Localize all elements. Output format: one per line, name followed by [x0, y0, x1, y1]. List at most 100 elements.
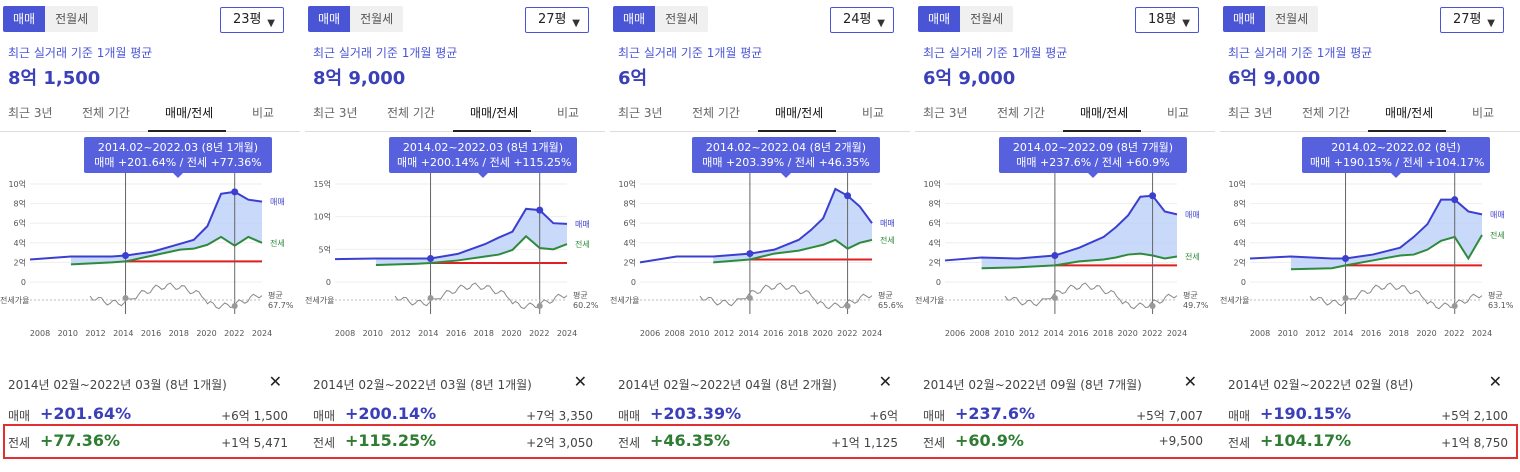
selected-range: 2014년 02월~2022년 04월 (8년 2개월)	[618, 378, 837, 392]
sale-jeonse-gap-area	[1290, 199, 1482, 270]
tab-compare[interactable]: 비교	[252, 106, 275, 120]
tab-all-period[interactable]: 전체 기간	[387, 106, 435, 120]
size-value: 27평	[538, 12, 567, 27]
tab-all-period[interactable]: 전체 기간	[1302, 106, 1350, 120]
tab-sale-jeonse[interactable]: 매매/전세	[775, 106, 824, 120]
jeonse-label: 전세	[618, 436, 641, 450]
ratio-marker-point	[231, 303, 238, 309]
average-price: 8억 1,500	[8, 68, 101, 89]
x-tick-label: 2016	[763, 329, 783, 338]
ratio-avg-label: 평균	[1183, 290, 1198, 300]
close-icon[interactable]: ✕	[1183, 372, 1197, 391]
tab-compare[interactable]: 비교	[557, 106, 580, 120]
trade-type-toggle: 매매 전월세	[308, 6, 404, 32]
ratio-label: 전세가율	[0, 295, 29, 305]
x-tick-label: 2012	[1019, 329, 1039, 338]
price-basis-label: 최근 실거래 기준 1개월 평균	[618, 46, 763, 60]
trade-type-sale-button[interactable]: 매매	[918, 6, 961, 32]
trade-type-rent-button[interactable]: 전월세	[665, 12, 699, 26]
trade-type-rent-button[interactable]: 전월세	[970, 12, 1004, 26]
jeonse-label: 전세	[1228, 436, 1251, 450]
jeonse-change-pct: +77.36%	[40, 431, 121, 450]
active-tab-indicator	[453, 130, 531, 132]
y-tick-label: 0	[21, 278, 26, 287]
jeonse-change-pct: +60.9%	[955, 431, 1024, 450]
x-tick-label: 2022	[529, 329, 549, 338]
size-select[interactable]: 27평 ▼	[525, 7, 589, 33]
size-select[interactable]: 24평 ▼	[830, 7, 894, 33]
jeonse-change-amount: +2억 3,050	[526, 436, 593, 450]
sale-change-row: 매매 +201.64% +6억 1,500	[8, 404, 288, 426]
trade-type-rent-button[interactable]: 전월세	[55, 12, 89, 26]
tab-all-period[interactable]: 전체 기간	[997, 106, 1045, 120]
jeonse-change-pct: +115.25%	[345, 431, 437, 450]
sale-label: 매매	[618, 409, 641, 423]
sale-marker-point	[1149, 192, 1157, 200]
trade-type-sale-button[interactable]: 매매	[613, 6, 656, 32]
tooltip-change: 매매 +190.15% / 전세 +104.17%	[1310, 156, 1485, 169]
tab-compare[interactable]: 비교	[1167, 106, 1190, 120]
trade-type-sale-button[interactable]: 매매	[3, 6, 46, 32]
size-select[interactable]: 27평 ▼	[1440, 7, 1504, 33]
tab-recent-3y[interactable]: 최근 3년	[923, 106, 968, 120]
size-select[interactable]: 23평 ▼	[220, 7, 284, 33]
size-select[interactable]: 18평 ▼	[1135, 7, 1199, 33]
complex-panel: 매매 전월세 27평 ▼ 최근 실거래 기준 1개월 평균 6억 9,000 최…	[1220, 0, 1520, 472]
ratio-label: 전세가율	[305, 295, 334, 305]
tooltip-period: 2014.02~2022.03 (8년 1개월)	[97, 141, 259, 154]
y-tick-label: 4억	[1234, 238, 1246, 248]
jeonse-series-line	[713, 238, 873, 264]
tab-sale-jeonse[interactable]: 매매/전세	[165, 106, 214, 120]
close-icon[interactable]: ✕	[268, 372, 282, 391]
x-tick-label: 2024	[557, 329, 577, 338]
sale-change-pct: +200.14%	[345, 404, 437, 423]
tab-sale-jeonse[interactable]: 매매/전세	[1385, 106, 1434, 120]
tab-recent-3y[interactable]: 최근 3년	[1228, 106, 1273, 120]
close-icon[interactable]: ✕	[573, 372, 587, 391]
jeonse-series-label: 전세	[1185, 252, 1200, 262]
tab-recent-3y[interactable]: 최근 3년	[313, 106, 358, 120]
close-icon[interactable]: ✕	[1488, 372, 1502, 391]
x-tick-label: 2014	[418, 329, 438, 338]
jeonse-series-line	[375, 234, 568, 267]
tooltip-change: 매매 +200.14% / 전세 +115.25%	[397, 156, 572, 169]
tab-recent-3y[interactable]: 최근 3년	[8, 106, 53, 120]
tab-sale-jeonse[interactable]: 매매/전세	[1080, 106, 1129, 120]
trade-type-sale-button[interactable]: 매매	[1223, 6, 1266, 32]
trade-type-rent-button[interactable]: 전월세	[1275, 12, 1309, 26]
x-tick-label: 2016	[446, 329, 466, 338]
ratio-series-line	[699, 282, 873, 310]
tab-all-period[interactable]: 전체 기간	[82, 106, 130, 120]
x-tick-label: 2018	[474, 329, 494, 338]
tab-recent-3y[interactable]: 최근 3년	[618, 106, 663, 120]
selected-range: 2014년 02월~2022년 03월 (8년 1개월)	[313, 378, 532, 392]
tab-compare[interactable]: 비교	[862, 106, 885, 120]
ratio-marker-point	[844, 303, 851, 309]
sale-series-label: 매매	[880, 219, 895, 228]
chart-tabs: 최근 3년 전체 기간 매매/전세 비교	[1220, 98, 1520, 132]
complex-panel: 매매 전월세 18평 ▼ 최근 실거래 기준 1개월 평균 6억 9,000 최…	[915, 0, 1215, 472]
x-tick-label: 2006	[945, 329, 965, 338]
y-tick-label: 2억	[14, 257, 26, 267]
jeonse-change-row: 전세 +60.9% +9,500	[923, 431, 1203, 453]
sale-change-row: 매매 +190.15% +5억 2,100	[1228, 404, 1508, 426]
y-tick-label: 10억	[618, 179, 636, 189]
price-basis-label: 최근 실거래 기준 1개월 평균	[923, 46, 1068, 60]
close-icon[interactable]: ✕	[878, 372, 892, 391]
ratio-avg-value: 60.2%	[573, 301, 599, 310]
tab-all-period[interactable]: 전체 기간	[692, 106, 740, 120]
y-tick-label: 6억	[14, 218, 26, 228]
trade-type-rent-button[interactable]: 전월세	[360, 12, 394, 26]
jeonse-series-label: 전세	[575, 239, 590, 249]
trade-type-sale-button[interactable]: 매매	[308, 6, 351, 32]
ratio-marker-point	[536, 303, 543, 309]
tab-compare[interactable]: 비교	[1472, 106, 1495, 120]
jeonse-change-row: 전세 +115.25% +2억 3,050	[313, 431, 593, 453]
y-tick-label: 6억	[624, 218, 636, 228]
tab-sale-jeonse[interactable]: 매매/전세	[470, 106, 519, 120]
